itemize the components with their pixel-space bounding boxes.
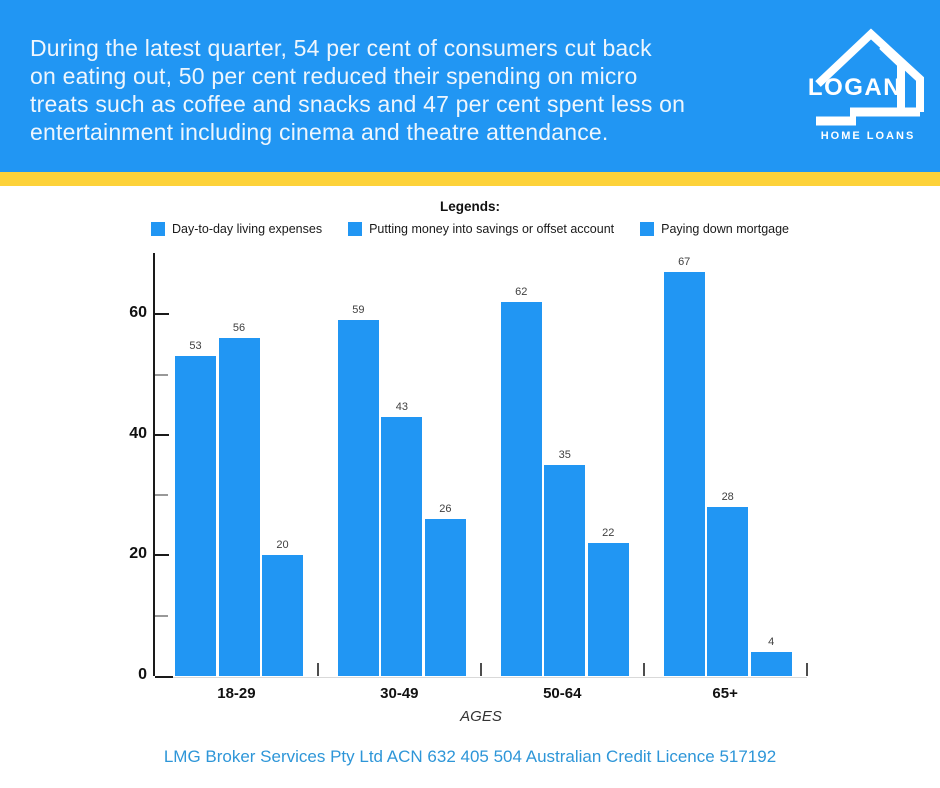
bar — [175, 356, 216, 676]
header-text-line: During the latest quarter, 54 per cent o… — [30, 35, 652, 61]
x-axis-group-tick — [479, 663, 482, 676]
y-axis-tick-label: 20 — [129, 545, 147, 563]
legend-title: Legends: — [439, 199, 500, 214]
y-axis-minor-tick — [155, 614, 168, 617]
x-axis-category-label: 50-64 — [543, 685, 582, 702]
y-axis-tick-label: 40 — [129, 424, 147, 442]
header-banner: During the latest quarter, 54 per cent o… — [0, 0, 940, 172]
header-text: During the latest quarter, 54 per cent o… — [30, 34, 940, 146]
bar-value-label: 53 — [189, 340, 202, 352]
legend-item: Day-to-day living expenses — [151, 222, 322, 236]
x-axis-stub — [155, 676, 173, 678]
bar — [381, 417, 423, 676]
bar-value-label: 35 — [558, 449, 571, 461]
bar — [663, 272, 705, 676]
x-axis-title: AGES — [460, 708, 502, 725]
header-text-line: treats such as coffee and snacks and 47 … — [30, 91, 686, 117]
x-axis-group-tick — [642, 663, 645, 676]
legend-item: Paying down mortgage — [640, 222, 789, 236]
bar — [707, 507, 749, 676]
header-text-line: on eating out, 50 per cent reduced their… — [30, 63, 638, 89]
bar — [587, 543, 629, 676]
legend-label: Day-to-day living expenses — [172, 222, 323, 236]
bar — [544, 465, 586, 676]
legend-swatch-icon — [348, 222, 363, 236]
legend-swatch-icon — [640, 222, 655, 236]
logan-home-loans-logo: LOGAN HOME LOANS — [798, 22, 938, 152]
logo-wordmark: LOGAN — [808, 74, 902, 101]
bar — [424, 519, 466, 676]
x-axis-category-label: 18-29 — [217, 685, 256, 702]
legend-label: Putting money into savings or offset acc… — [369, 222, 615, 236]
x-axis-baseline — [173, 677, 807, 678]
bar-value-label: 62 — [515, 286, 528, 298]
y-axis-tick-label: 0 — [138, 666, 147, 683]
yellow-divider — [0, 172, 940, 186]
y-axis-tick-label: 60 — [129, 304, 147, 322]
bar-value-label: 67 — [678, 256, 691, 268]
house-icon: LOGAN HOME LOANS — [808, 28, 924, 142]
bar — [262, 555, 303, 676]
y-axis-minor-tick — [155, 373, 168, 376]
bar-chart: AGES 0 20 40 60 53 56 20 18-29 59 43 26 30-49 62 35 22… — [0, 242, 940, 742]
bar-value-label: 43 — [395, 401, 409, 413]
y-axis-major-tick — [155, 554, 169, 557]
bar-value-label: 56 — [232, 322, 246, 334]
legend-label: Paying down mortgage — [661, 222, 789, 236]
x-axis-category-label: 65+ — [712, 685, 738, 702]
bar-value-label: 22 — [602, 527, 615, 539]
y-axis-line — [153, 253, 155, 676]
y-axis-major-tick — [155, 313, 169, 316]
x-axis-group-tick — [316, 663, 319, 676]
bar-value-label: 20 — [276, 539, 289, 551]
bar-value-label: 4 — [768, 636, 775, 648]
x-axis-group-tick — [805, 663, 808, 676]
chart-legend: Day-to-day living expenses Putting money… — [0, 222, 940, 236]
footer-licence-text: LMG Broker Services Pty Ltd ACN 632 405 … — [163, 747, 777, 766]
bar — [337, 320, 379, 676]
bar — [500, 302, 542, 676]
x-axis-category-label: 30-49 — [380, 685, 419, 702]
y-axis-minor-tick — [155, 494, 168, 497]
legend-item: Putting money into savings or offset acc… — [348, 222, 614, 236]
bar — [218, 338, 260, 676]
bar-value-label: 26 — [439, 503, 452, 515]
bar — [750, 652, 792, 676]
header-text-line: entertainment including cinema and theat… — [30, 119, 609, 145]
bar-value-label: 28 — [721, 491, 734, 503]
y-axis-major-tick — [155, 433, 169, 436]
logo-subtitle: HOME LOANS — [821, 130, 916, 142]
legend-swatch-icon — [151, 222, 165, 236]
bar-value-label: 59 — [352, 304, 365, 316]
